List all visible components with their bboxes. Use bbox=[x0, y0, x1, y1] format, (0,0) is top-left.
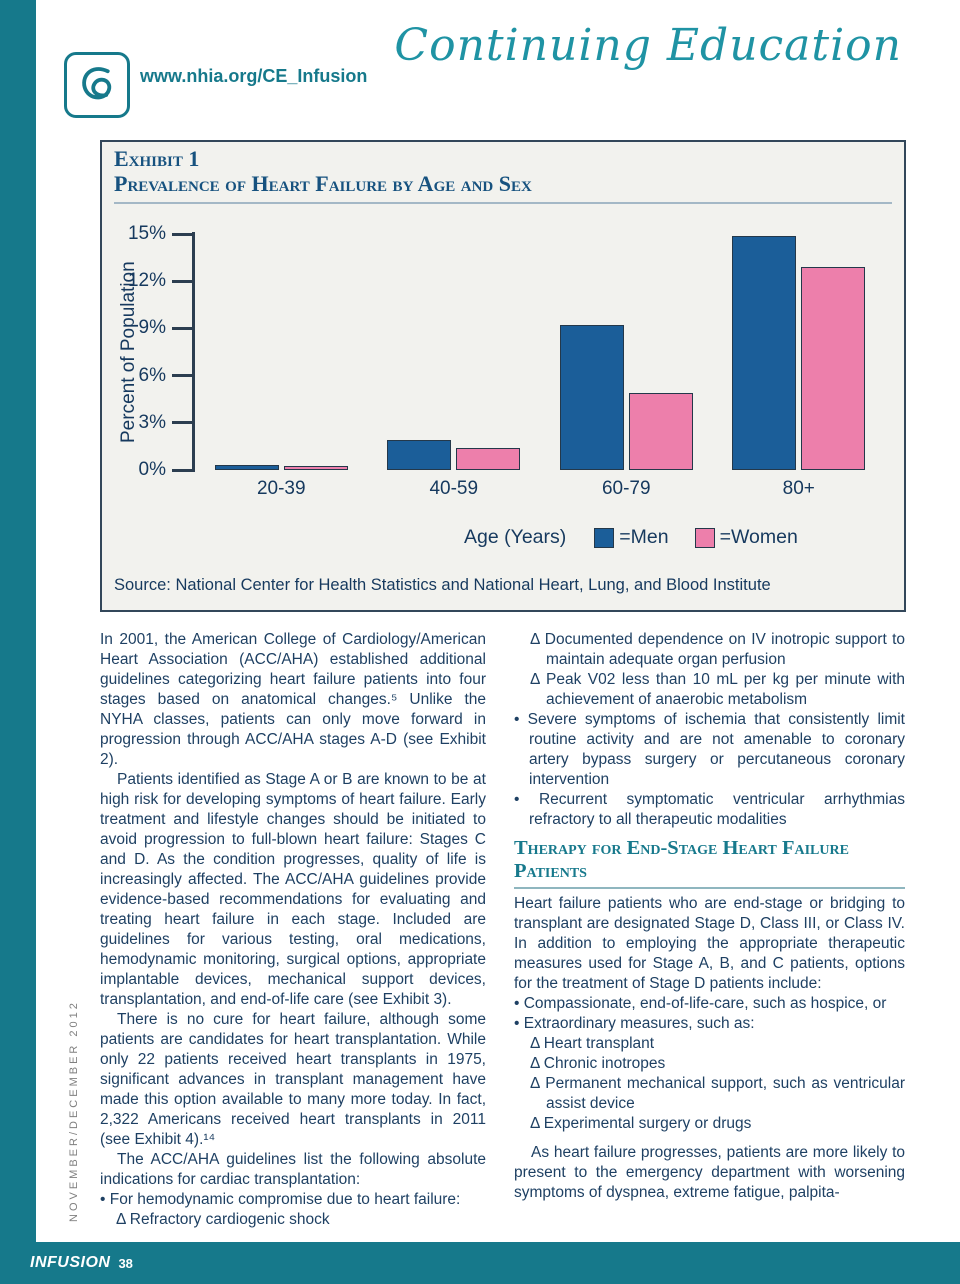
delta-item: Δ Documented dependence on IV inotropic … bbox=[530, 631, 905, 668]
chart-source-note: Source: National Center for Health Stati… bbox=[114, 576, 771, 594]
legend-label: =Men bbox=[619, 526, 669, 548]
bar-men-80+ bbox=[732, 236, 797, 470]
bar-group-80+ bbox=[713, 234, 886, 470]
y-tick-mark bbox=[172, 374, 192, 378]
y-tick-mark bbox=[172, 279, 192, 283]
delta-item: Δ Refractory cardiogenic shock bbox=[116, 1211, 330, 1228]
bullet-item: • Compassionate, end-of-life-care, such … bbox=[514, 995, 887, 1013]
delta-item: Δ Heart transplant bbox=[530, 1035, 655, 1053]
issue-date-vertical: NOVEMBER/DECEMBER 2012 bbox=[68, 1000, 80, 1222]
bar-group-40-59 bbox=[368, 234, 541, 470]
paragraph: The ACC/AHA guidelines list the followin… bbox=[100, 1151, 486, 1188]
y-tick-label: 9% bbox=[138, 317, 166, 339]
legend-swatch-men bbox=[594, 527, 615, 548]
ce-url-link[interactable]: www.nhia.org/CE_Infusion bbox=[140, 66, 368, 86]
chart-yticks: 15% 12% 9% 6% 3% 0% bbox=[102, 223, 192, 480]
delta-item: Δ Permanent mechanical support, such as … bbox=[530, 1075, 905, 1113]
prevalence-bar-chart: Percent of Population 15% 12% 9% 6% 3% 0% 20-… bbox=[102, 142, 904, 610]
bar-women-40-59 bbox=[456, 448, 521, 470]
y-tick-0%: 0% bbox=[138, 459, 192, 480]
bullet-item: • Extraordinary measures, such as: bbox=[514, 1015, 755, 1033]
y-axis-line bbox=[192, 232, 195, 472]
exhibit-label: Exhibit 1 bbox=[114, 146, 200, 171]
exhibit-1-box: Exhibit 1 Prevalence of Heart Failure by… bbox=[100, 140, 906, 612]
y-tick-15%: 15% bbox=[127, 223, 192, 244]
exhibit-header: Exhibit 1 Prevalence of Heart Failure by… bbox=[114, 146, 892, 204]
left-teal-strip bbox=[0, 0, 36, 1284]
x-axis-title: Age (Years) bbox=[464, 526, 567, 548]
y-tick-3%: 3% bbox=[138, 411, 192, 433]
delta-item: Δ Chronic inotropes bbox=[530, 1055, 666, 1073]
x-tick-80+: 80+ bbox=[782, 478, 815, 499]
legend-label: =Women bbox=[719, 526, 798, 548]
y-tick-12%: 12% bbox=[127, 270, 192, 292]
nhia-script-logo-icon bbox=[82, 67, 112, 100]
paragraph: In 2001, the American College of Cardiol… bbox=[100, 631, 486, 768]
bullet-item: • Recurrent symptomatic ventricular arrh… bbox=[514, 791, 905, 828]
left-text-column: In 2001, the American College of Cardiol… bbox=[100, 630, 486, 1230]
bar-women-80+ bbox=[801, 267, 866, 470]
paragraph: Heart failure patients who are end-stage… bbox=[514, 895, 905, 993]
chart-legend: =Men =Women bbox=[594, 526, 798, 549]
y-tick-label: 0% bbox=[138, 459, 166, 480]
y-tick-mark bbox=[172, 326, 192, 330]
legend-swatch-women bbox=[694, 527, 715, 548]
y-tick-6%: 6% bbox=[138, 364, 192, 386]
delta-item: Δ Peak V02 less than 10 mL per kg per mi… bbox=[530, 671, 905, 708]
y-tick-mark bbox=[172, 468, 192, 472]
chart-xlabels: 20-39 40-59 60-79 80+ bbox=[195, 478, 885, 500]
bar-men-20-39 bbox=[214, 465, 279, 470]
legend-item-men: =Men bbox=[594, 526, 669, 549]
bar-group-20-39 bbox=[195, 234, 368, 470]
bar-women-60-79 bbox=[628, 393, 693, 470]
continuing-education-banner: Continuing Education bbox=[394, 20, 902, 71]
x-tick-40-59: 40-59 bbox=[429, 478, 479, 499]
bar-men-60-79 bbox=[559, 325, 624, 470]
x-tick-20-39: 20-39 bbox=[256, 478, 306, 499]
bullet-item: • For hemodynamic compromise due to hear… bbox=[100, 1191, 461, 1208]
right-text-column: Δ Documented dependence on IV inotropic … bbox=[514, 630, 905, 1203]
exhibit-title: Prevalence of Heart Failure by Age and S… bbox=[114, 171, 532, 197]
nhia-logo bbox=[64, 52, 130, 118]
x-tick-60-79: 60-79 bbox=[601, 478, 651, 499]
bar-women-20-39 bbox=[283, 466, 348, 470]
paragraph: There is no cure for heart failure, alth… bbox=[100, 1011, 486, 1148]
y-tick-mark bbox=[172, 421, 192, 425]
bullet-item: • Severe symptoms of ischemia that consi… bbox=[514, 711, 905, 788]
y-tick-mark bbox=[172, 232, 192, 236]
y-tick-label: 15% bbox=[127, 223, 166, 244]
y-tick-label: 12% bbox=[127, 270, 166, 292]
bar-group-60-79 bbox=[540, 234, 713, 470]
footer-bar: INFUSION 38 bbox=[0, 1242, 960, 1284]
y-tick-9%: 9% bbox=[138, 317, 192, 339]
chart-caption-row: Age (Years) =Men =Women bbox=[464, 526, 798, 549]
paragraph: As heart failure progresses, patients ar… bbox=[514, 1144, 905, 1202]
chart-bars bbox=[195, 234, 885, 470]
section-heading-therapy-end-stage: Therapy for End-Stage Heart Failure Pati… bbox=[514, 837, 905, 890]
legend-item-women: =Women bbox=[694, 526, 798, 549]
bar-men-40-59 bbox=[387, 440, 452, 470]
infusion-brand: INFUSION bbox=[30, 1254, 111, 1271]
paragraph: Patients identified as Stage A or B are … bbox=[100, 771, 486, 1008]
y-tick-label: 3% bbox=[138, 411, 166, 433]
page-number: 38 bbox=[118, 1255, 133, 1271]
y-tick-label: 6% bbox=[138, 364, 166, 386]
delta-item: Δ Experimental surgery or drugs bbox=[530, 1115, 752, 1133]
